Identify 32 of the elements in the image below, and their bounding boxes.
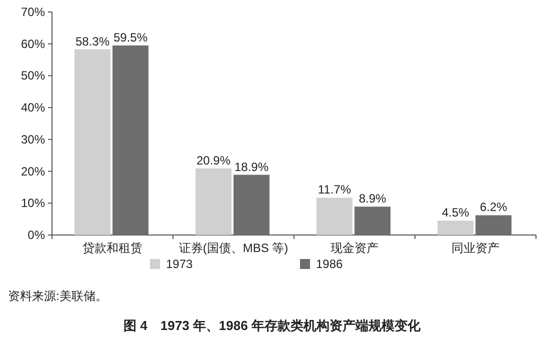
data-label: 59.5% xyxy=(113,30,148,44)
data-label: 18.9% xyxy=(234,160,269,174)
data-label: 8.9% xyxy=(358,192,386,206)
y-tick-label: 0% xyxy=(28,228,46,242)
bar xyxy=(316,198,352,235)
x-tick-label: 现金资产 xyxy=(330,241,378,255)
data-label: 4.5% xyxy=(442,206,470,220)
y-tick-label: 70% xyxy=(20,5,46,19)
y-tick-label: 60% xyxy=(20,36,46,51)
legend-label: 1986 xyxy=(316,257,344,271)
y-tick-label: 30% xyxy=(20,132,46,146)
x-tick-label: 同业资产 xyxy=(452,241,500,255)
bar xyxy=(354,206,390,235)
data-label: 58.3% xyxy=(75,34,110,48)
bar xyxy=(112,45,148,235)
bar xyxy=(476,215,512,235)
text: 图 4 1973 年、1986 年存款类机构资产端规模变化 xyxy=(124,318,422,333)
y-tick-label: 20% xyxy=(20,164,46,178)
legend-label: 1973 xyxy=(166,257,194,271)
text: 资料来源:美联储。 xyxy=(8,289,108,303)
y-tick-label: 40% xyxy=(20,100,46,115)
bar xyxy=(438,220,474,235)
y-tick-label: 50% xyxy=(20,68,46,83)
data-label: 11.7% xyxy=(318,182,352,197)
x-tick-label: 证券(国债、MBS 等) xyxy=(178,241,288,255)
x-tick-label: 贷款和租赁 xyxy=(82,241,142,255)
bar xyxy=(196,168,232,235)
bar xyxy=(234,174,270,235)
data-label: 6.2% xyxy=(480,200,508,214)
y-tick-label: 10% xyxy=(20,196,46,210)
bar xyxy=(74,49,110,235)
data-label: 20.9% xyxy=(196,153,231,168)
